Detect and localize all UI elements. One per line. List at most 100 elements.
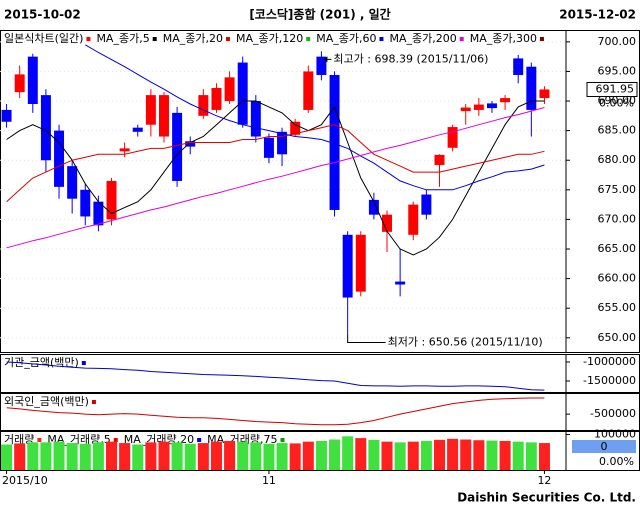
candle-body [237,62,248,125]
volume-bar [197,443,209,470]
volume-bar [119,443,131,470]
candle-body [513,58,524,75]
x-tick-label: 2015/10 [2,474,48,487]
volume-bar [433,439,445,470]
legend-label: MA_종가,120 [236,32,303,45]
candle-body [408,204,419,235]
volume-bar [92,442,104,470]
volume-bar [263,443,275,470]
legend-label: 일본식차트(일간) [4,31,83,45]
volume-bar [27,442,39,470]
candle-body [224,77,235,102]
candle-body [277,131,288,155]
candle-body [250,101,261,137]
legend-label: MA_종가,200 [389,32,456,45]
legend-label: MA_종가,5 [96,32,149,45]
candle-body [382,214,392,232]
volume-bar [302,441,314,470]
candle-body [500,98,511,103]
legend-marker [152,37,157,41]
last-volume: 0 [601,440,608,453]
candle-body [159,95,169,137]
legend-marker [91,400,96,404]
candle-body [526,66,537,110]
last-volume-box [572,440,636,453]
candle-body [93,201,104,226]
chart-title: [코스닥]종합 (201) , 일간 [249,7,390,22]
candle-body [211,88,222,110]
candle-body [539,89,550,99]
last-value-box [586,81,638,97]
last-value: 691.95 [596,82,635,95]
y-tick-label: 695.00 [598,64,637,77]
candle-body [368,199,379,215]
y-tick-label: 100000 [594,428,636,441]
y-tick-label: 685.00 [598,124,637,137]
legend-marker [37,438,42,442]
footer: Daishin Securities Co. Ltd. [457,491,636,505]
candle-body [14,74,25,93]
y-tick-label: 650.00 [598,331,637,344]
y-tick-label: -1500000 [583,374,636,387]
y-tick-label: 665.00 [598,242,637,255]
volume-bar [224,440,236,470]
x-tick-label: 12 [537,474,551,487]
volume-bar [132,444,144,470]
y-tick-label: 670.00 [598,212,637,225]
candle-body [355,234,366,292]
ma-line [6,107,545,249]
volume-bar [171,442,183,470]
volume-bar [342,436,354,470]
candle-body [80,189,91,217]
legend-marker [86,37,91,41]
legend-label: MA_종가,300 [470,32,537,45]
y-tick-label: 680.00 [598,153,637,166]
candle-body [434,154,445,165]
volume-bar [53,441,65,470]
legend-label: 외국인_금액(백만) [4,395,89,408]
start-date: 2015-10-02 [4,8,81,22]
candle-body [106,180,117,220]
candle-body [145,95,156,125]
volume-bar [499,440,511,470]
y-tick-label: -1000000 [583,355,636,368]
volume-bar [407,441,419,470]
candle-body [460,107,471,112]
legend-marker [459,37,464,41]
volume-bar [420,440,432,470]
volume-bar [184,443,196,470]
volume-bar [106,441,118,470]
volume-bar [276,443,288,470]
candle-body [473,104,484,110]
volume-bar [79,443,91,470]
volume-bar [381,441,393,470]
candle-body [486,103,497,109]
volume-bar [210,441,222,470]
annotation-line [347,334,386,343]
ma-line [6,361,545,391]
legend-label: MA_종가,20 [163,32,223,45]
candle-body [54,130,65,187]
candle-body [316,56,327,75]
volume-bar [289,443,301,470]
candle-body [342,234,353,298]
change-label: 0.00% [599,96,634,109]
candle-body [172,112,183,181]
ma-line [85,44,545,191]
volume-bar [237,441,249,470]
volume-bar [66,443,78,470]
ma-line [6,100,545,256]
annotation-label: 최고가 : 698.39 (2015/11/06) [333,52,488,65]
volume-bar [394,442,406,470]
volume-bar [145,442,157,470]
legend-marker [113,438,118,442]
legend-marker [379,37,384,41]
volume-bar [538,443,550,470]
legend-marker [280,438,285,442]
annotation-label: 최저가 : 650.56 (2015/11/10) [388,335,543,348]
volume-bar [315,440,327,470]
annotation-head [323,56,328,63]
volume-change: 0.00% [599,455,634,468]
y-tick-label: 660.00 [598,272,637,285]
volume-bar [512,441,524,470]
